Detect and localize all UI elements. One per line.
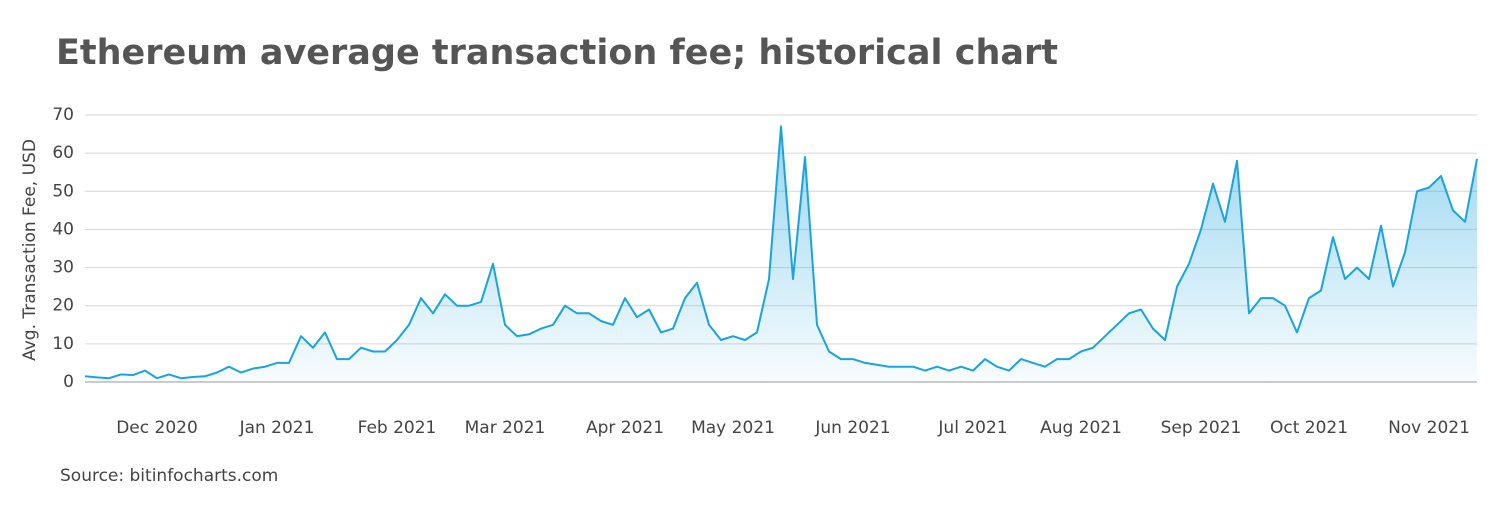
chart-title: Ethereum average transaction fee; histor… (56, 33, 1058, 73)
x-tick-label: Mar 2021 (465, 418, 546, 438)
y-tick-label: 10 (52, 334, 74, 354)
x-tick-label: May 2021 (691, 418, 775, 438)
line (84, 125, 1478, 380)
x-tick-label: Jan 2021 (239, 418, 315, 438)
x-tick-label: Apr 2021 (586, 418, 664, 438)
x-tick-label: Jun 2021 (814, 418, 890, 438)
y-tick-label: 70 (52, 105, 74, 125)
y-tick-label: 40 (52, 219, 74, 239)
source: Source: bitinfocharts.com (60, 466, 278, 486)
x-tick-label: Aug 2021 (1040, 418, 1122, 438)
x-tick-label: Nov 2021 (1388, 418, 1470, 438)
y-tick-label: 20 (52, 296, 74, 316)
x-tick-label: Jul 2021 (937, 418, 1007, 438)
area (85, 126, 1477, 383)
x-tick-label: Sep 2021 (1161, 418, 1242, 438)
y-tick-label: 50 (52, 181, 74, 201)
y-tick-label: 60 (52, 143, 74, 163)
x-tick-label: Dec 2020 (116, 418, 198, 438)
y-tick-label: 30 (52, 258, 74, 278)
y-tick-label: 0 (63, 372, 74, 392)
x-tick-label: Oct 2021 (1270, 418, 1348, 438)
y-axis-label: Avg. Transaction Fee, USD (20, 139, 40, 361)
x-tick-label: Feb 2021 (358, 418, 437, 438)
